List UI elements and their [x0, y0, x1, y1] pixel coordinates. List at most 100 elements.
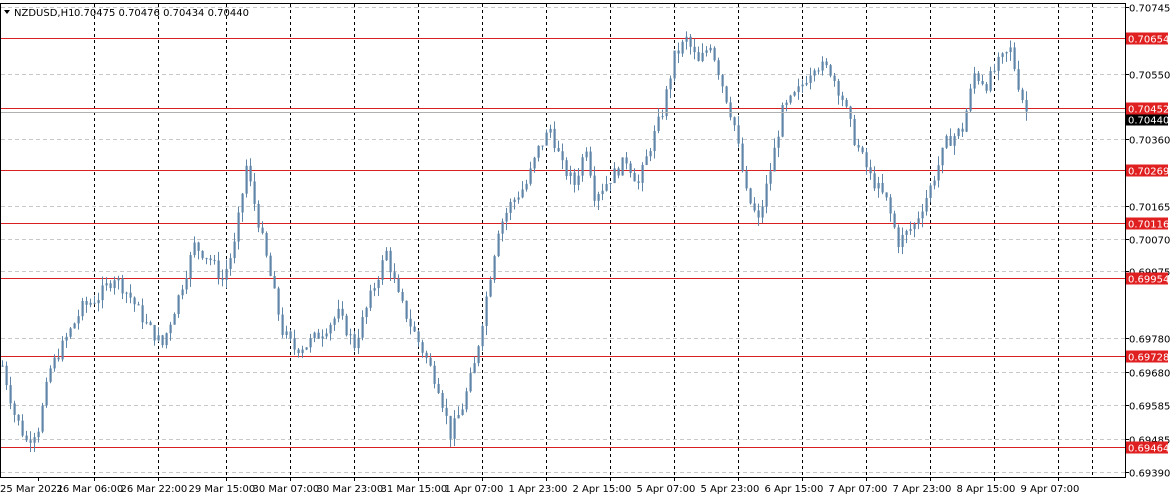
candle [453, 410, 456, 447]
candle [277, 286, 280, 321]
candle [649, 147, 652, 162]
candle-body [881, 182, 884, 193]
candle [801, 79, 804, 93]
candle-body [661, 116, 664, 118]
candle-body [913, 224, 916, 230]
candle-body [657, 116, 660, 131]
candle [313, 331, 316, 343]
candle-body [9, 385, 12, 404]
candle [837, 78, 840, 105]
candle-body [45, 381, 48, 406]
candle-body [957, 128, 960, 137]
candle [297, 348, 300, 358]
candle-body [453, 418, 456, 439]
candle [689, 33, 692, 55]
candle-body [377, 279, 380, 289]
level-label: 0.70269 [1128, 167, 1169, 178]
candle [53, 354, 56, 372]
candle-body [877, 182, 880, 189]
candle [157, 327, 160, 342]
candle [93, 295, 96, 305]
candle-body [261, 227, 264, 234]
candle [905, 229, 908, 244]
candle-body [229, 258, 232, 269]
candle-body [481, 325, 484, 347]
candle [757, 203, 760, 226]
candle [785, 99, 788, 112]
candle [797, 78, 800, 100]
candle-body [757, 210, 760, 218]
candle-body [237, 212, 240, 242]
candle-body [737, 125, 740, 144]
candle [581, 154, 584, 182]
candle [1005, 51, 1008, 62]
candle [133, 296, 136, 312]
candle-body [641, 164, 644, 183]
candle-body [961, 128, 964, 132]
candle-body [997, 56, 1000, 71]
candle [429, 353, 432, 367]
candle-body [589, 151, 592, 176]
candle-body [977, 73, 980, 81]
candle [773, 138, 776, 172]
candle [281, 307, 284, 338]
candle-body [373, 288, 376, 291]
x-tick-label: 29 Mar 15:00 [189, 484, 256, 495]
candle [349, 328, 352, 345]
candle [33, 432, 36, 452]
candle-body [405, 300, 408, 319]
candle-body [593, 175, 596, 201]
candle [225, 259, 228, 289]
candle-body [349, 334, 352, 336]
candle-body [577, 175, 580, 185]
candle-body [821, 61, 824, 71]
x-tick-label: 7 Apr 07:00 [829, 484, 888, 495]
price-axis[interactable]: 0.70745 0.70550 0.70360 0.70165 0.70070 0.699… [1125, 4, 1170, 480]
candle [765, 175, 768, 214]
candle-body [901, 234, 904, 248]
candle [25, 430, 28, 442]
candle [917, 211, 920, 230]
candle [637, 174, 640, 190]
candle [741, 137, 744, 173]
candle [173, 312, 176, 325]
candle [973, 66, 976, 94]
candle-body [177, 295, 180, 314]
candle [861, 145, 864, 155]
candle [233, 232, 236, 264]
y-tick-label: 0.70070 [1129, 236, 1170, 247]
candle [269, 252, 272, 277]
candle-body [813, 70, 816, 76]
candle [473, 356, 476, 374]
candle-body [569, 172, 572, 177]
candle-body [1013, 47, 1016, 70]
candle [561, 143, 564, 170]
candle [445, 398, 448, 425]
candle [433, 361, 436, 389]
candle [457, 406, 460, 419]
candle-body [609, 183, 612, 185]
candle-body [677, 50, 680, 54]
candle [701, 43, 704, 63]
candle [977, 70, 980, 85]
candle-body [773, 147, 776, 172]
candle-body [125, 292, 128, 294]
candle-body [597, 194, 600, 201]
candle [489, 276, 492, 298]
candle-body [925, 197, 928, 212]
candle-body [521, 189, 524, 198]
triangle-down-icon[interactable] [4, 10, 10, 14]
candle [697, 46, 700, 62]
candle-body [37, 431, 40, 438]
candle-body [321, 336, 324, 339]
candle [873, 166, 876, 192]
candle [781, 102, 784, 138]
candle-body [1005, 52, 1008, 54]
candle-body [537, 145, 540, 158]
candle [301, 345, 304, 358]
candle-body [741, 143, 744, 172]
candle-body [501, 221, 504, 234]
candle [45, 377, 48, 408]
